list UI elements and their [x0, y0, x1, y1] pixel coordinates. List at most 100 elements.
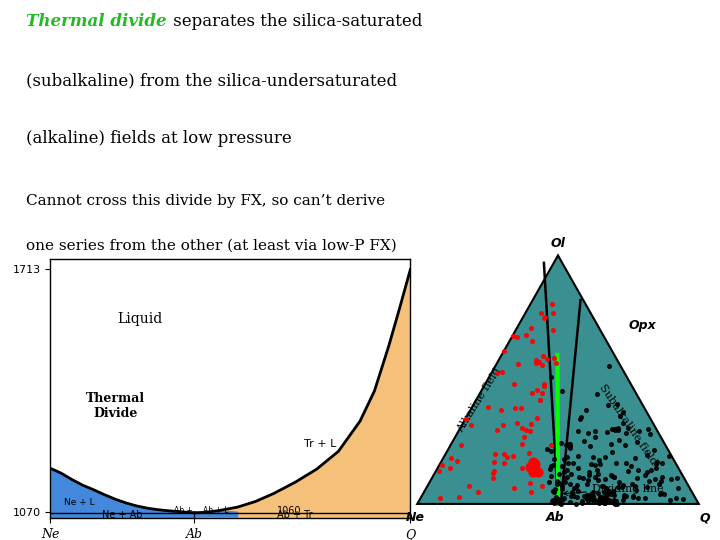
- Point: [599, 475, 611, 484]
- Point: [608, 473, 620, 482]
- Point: [633, 427, 644, 435]
- Point: [539, 313, 551, 322]
- Point: [630, 485, 642, 494]
- Text: Liquid: Liquid: [118, 313, 163, 327]
- Text: 1060: 1060: [277, 506, 302, 516]
- Point: [551, 498, 562, 507]
- Text: (subalkaline) from the silica-undersaturated: (subalkaline) from the silica-undersatur…: [26, 72, 397, 90]
- Point: [572, 452, 584, 461]
- Point: [588, 453, 599, 462]
- Point: [622, 467, 634, 476]
- Point: [612, 424, 624, 433]
- Point: [554, 499, 566, 508]
- Point: [498, 458, 510, 467]
- Point: [627, 492, 639, 501]
- Point: [580, 405, 592, 414]
- Point: [582, 429, 594, 437]
- Point: [488, 467, 500, 475]
- Point: [607, 425, 618, 434]
- Point: [616, 483, 628, 491]
- Point: [546, 373, 557, 381]
- Point: [516, 440, 528, 449]
- Point: [670, 494, 682, 503]
- Point: [611, 496, 622, 505]
- Point: [436, 461, 448, 469]
- Point: [611, 400, 622, 409]
- Point: [544, 465, 556, 474]
- Point: [581, 480, 593, 488]
- Point: [620, 429, 631, 437]
- Point: [672, 484, 684, 492]
- Point: [511, 333, 523, 342]
- Point: [655, 488, 667, 497]
- Point: [593, 476, 604, 484]
- Point: [546, 300, 558, 309]
- Point: [568, 491, 580, 500]
- Point: [572, 493, 583, 502]
- Point: [545, 447, 557, 456]
- Point: [617, 418, 629, 427]
- Point: [526, 388, 538, 397]
- Point: [593, 488, 604, 497]
- Text: Cannot cross this divide by FX, so can’t derive: Cannot cross this divide by FX, so can’t…: [26, 194, 385, 208]
- Text: Ab + L: Ab + L: [203, 507, 229, 515]
- Text: Thermal divide: Thermal divide: [26, 13, 166, 30]
- Point: [564, 441, 575, 450]
- Point: [563, 440, 575, 448]
- Point: [555, 499, 567, 508]
- Point: [565, 470, 577, 478]
- Point: [598, 498, 610, 507]
- Point: [587, 495, 598, 504]
- Point: [517, 424, 528, 433]
- Point: [626, 480, 638, 489]
- Point: [546, 497, 558, 505]
- Point: [525, 420, 536, 428]
- Point: [557, 485, 568, 494]
- Point: [543, 477, 554, 486]
- Point: [596, 498, 608, 507]
- Point: [509, 404, 521, 413]
- Point: [538, 313, 549, 322]
- Point: [433, 467, 445, 475]
- Point: [603, 401, 614, 409]
- Point: [585, 495, 597, 503]
- Point: [548, 353, 559, 362]
- Point: [595, 492, 607, 501]
- Point: [585, 460, 597, 469]
- Point: [582, 497, 594, 505]
- Point: [546, 462, 557, 470]
- Point: [642, 425, 654, 434]
- Point: [639, 494, 650, 502]
- Text: Ol: Ol: [551, 238, 565, 251]
- Point: [608, 489, 619, 497]
- Point: [606, 496, 618, 505]
- Point: [567, 459, 578, 468]
- Point: [511, 418, 523, 427]
- Point: [589, 433, 600, 442]
- Point: [613, 436, 625, 445]
- Point: [582, 494, 594, 502]
- Point: [581, 491, 593, 500]
- Point: [538, 352, 549, 360]
- Point: [552, 476, 563, 485]
- Point: [559, 468, 570, 476]
- Polygon shape: [194, 269, 410, 518]
- Point: [629, 482, 641, 490]
- Point: [620, 492, 631, 501]
- Point: [490, 450, 501, 458]
- Point: [434, 494, 446, 503]
- Point: [592, 470, 603, 478]
- Point: [577, 474, 589, 483]
- Point: [465, 421, 477, 429]
- Point: [495, 406, 507, 415]
- Point: [597, 482, 608, 491]
- Point: [492, 426, 503, 434]
- Point: [518, 433, 530, 441]
- Point: [456, 441, 467, 449]
- Point: [492, 369, 503, 377]
- Point: [547, 496, 559, 505]
- Point: [516, 404, 527, 413]
- Point: [568, 484, 580, 492]
- Point: [520, 426, 531, 434]
- Point: [571, 499, 582, 508]
